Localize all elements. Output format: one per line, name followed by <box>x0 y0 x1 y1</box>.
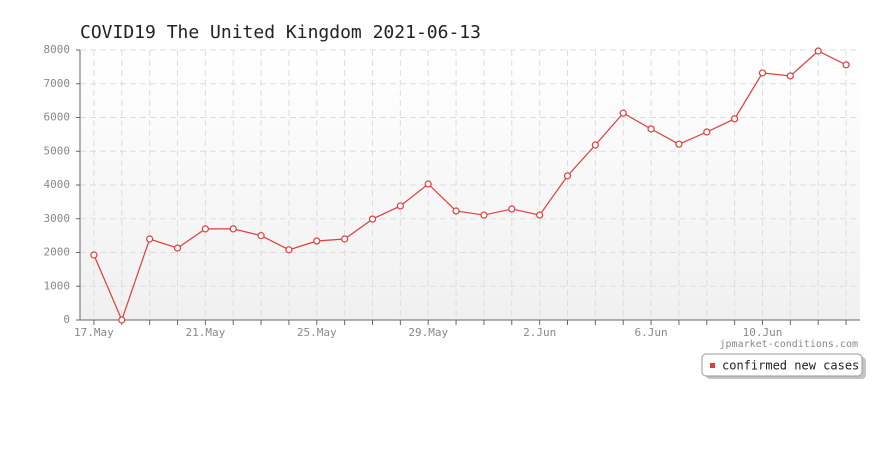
data-point <box>842 61 850 69</box>
y-tick-label: 1000 <box>44 279 71 292</box>
data-point <box>591 141 599 149</box>
legend-box <box>701 353 863 377</box>
chart-title: COVID19 The United Kingdom 2021-06-13 <box>80 22 481 43</box>
y-tick-label: 0 <box>63 313 70 326</box>
data-point <box>480 211 488 219</box>
data-point <box>313 237 321 245</box>
data-point <box>146 235 154 243</box>
x-tick-label: 29.May <box>408 326 448 339</box>
data-point <box>118 316 126 324</box>
legend-label: confirmed new cases <box>722 359 859 373</box>
data-point <box>368 215 377 223</box>
data-point <box>619 109 627 117</box>
data-point <box>229 225 237 233</box>
data-point <box>563 172 572 180</box>
legend-swatch <box>710 363 715 368</box>
y-tick-label: 4000 <box>44 178 71 191</box>
y-tick-label: 3000 <box>44 212 71 225</box>
y-tick-label: 8000 <box>44 43 71 56</box>
data-point <box>814 47 822 55</box>
data-point <box>424 180 432 188</box>
data-point <box>285 246 293 254</box>
data-point <box>396 202 404 210</box>
data-point <box>758 69 767 77</box>
watermark: jpmarket-conditions.com <box>720 339 858 350</box>
data-point <box>173 244 182 252</box>
data-point <box>647 125 655 133</box>
x-tick-label: 17.May <box>74 326 114 339</box>
y-tick-label: 5000 <box>44 144 71 157</box>
data-point <box>675 140 683 148</box>
y-tick-label: 7000 <box>44 77 71 90</box>
data-point <box>536 211 544 219</box>
x-tick-label: 6.Jun <box>635 326 668 339</box>
data-point <box>201 225 209 233</box>
x-tick-label: 10.Jun <box>743 326 783 339</box>
data-point <box>257 232 265 240</box>
x-tick-label: 2.Jun <box>523 326 556 339</box>
x-tick-label: 21.May <box>185 326 225 339</box>
y-tick-label: 2000 <box>44 246 71 259</box>
y-tick-label: 6000 <box>44 111 71 124</box>
data-point <box>341 235 349 243</box>
series-line <box>93 50 847 322</box>
legend: confirmed new cases <box>701 353 866 379</box>
data-point <box>508 205 516 213</box>
data-point <box>452 207 460 215</box>
data-point <box>90 251 98 259</box>
data-point <box>731 115 739 123</box>
data-point <box>703 128 711 136</box>
data-point <box>786 72 794 80</box>
x-tick-label: 25.May <box>297 326 337 339</box>
